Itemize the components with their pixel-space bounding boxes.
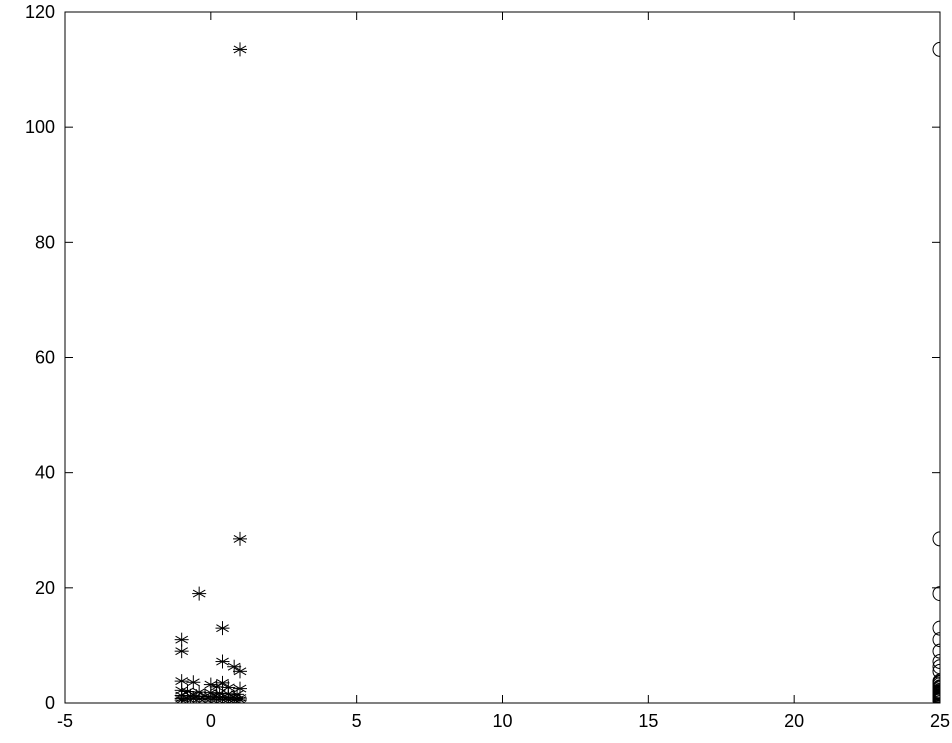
x-tick-label: 15 — [638, 711, 658, 731]
y-tick-label: 0 — [45, 693, 55, 713]
x-tick-label: 10 — [492, 711, 512, 731]
y-tick-label: 120 — [25, 2, 55, 22]
plot-content — [175, 42, 947, 707]
star-marker — [233, 532, 247, 546]
y-tick-label: 60 — [35, 348, 55, 368]
y-tick-label: 100 — [25, 117, 55, 137]
x-tick-label: -5 — [57, 711, 73, 731]
star-marker — [233, 42, 247, 56]
x-tick-label: 25 — [930, 711, 950, 731]
star-marker — [216, 621, 230, 635]
scatter-chart: -50510152025020406080100120 — [0, 0, 952, 743]
x-tick-label: 20 — [784, 711, 804, 731]
star-marker — [186, 675, 200, 689]
plot-border — [65, 12, 940, 703]
star-marker — [175, 644, 189, 658]
x-tick-label: 5 — [352, 711, 362, 731]
x-tick-label: 0 — [206, 711, 216, 731]
chart-svg: -50510152025020406080100120 — [0, 0, 952, 743]
y-tick-label: 80 — [35, 232, 55, 252]
y-tick-label: 40 — [35, 463, 55, 483]
star-marker — [192, 587, 206, 601]
y-tick-label: 20 — [35, 578, 55, 598]
